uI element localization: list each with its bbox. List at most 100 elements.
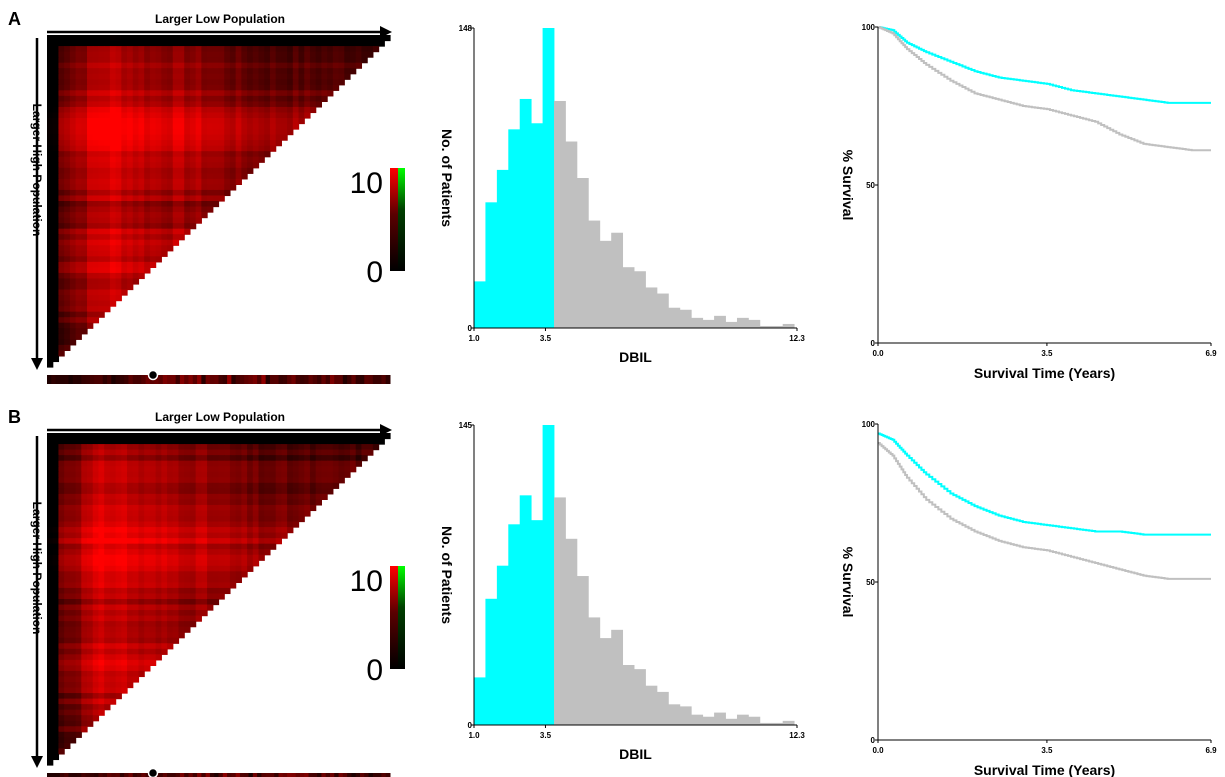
heatmap-cell xyxy=(69,637,77,644)
heatmap-cell xyxy=(189,604,197,611)
heatmap-cell xyxy=(172,504,180,512)
heatmap-cell xyxy=(92,532,100,539)
heatmap-cell xyxy=(281,493,288,500)
heatmap-cell xyxy=(264,123,271,130)
heatmap-cell xyxy=(64,278,71,285)
heatmap-cell xyxy=(52,134,60,141)
heatmap-cell xyxy=(121,604,128,611)
heatmap-cell xyxy=(258,433,265,440)
heatmap-cell xyxy=(332,79,340,86)
heatmap-cell xyxy=(115,543,122,550)
heatmap-cell xyxy=(229,68,237,75)
heatmap-cell xyxy=(212,493,220,500)
heatmap-cell xyxy=(172,449,180,456)
heatmap-cell xyxy=(64,134,71,141)
heatmap-cell xyxy=(189,593,197,600)
heatmap-cell xyxy=(52,217,60,224)
heatmap-cell xyxy=(229,460,237,467)
heatmap-cell xyxy=(229,129,237,136)
heatmap-cell xyxy=(52,521,60,528)
heatmap-cell xyxy=(69,527,77,534)
heatmap-cell xyxy=(87,189,94,197)
heatmap-cell xyxy=(58,493,65,500)
heatmap-cell xyxy=(98,610,105,617)
heatmap-cell xyxy=(178,626,185,633)
heatmap-cell xyxy=(127,118,134,125)
heatmap-cell xyxy=(189,521,197,528)
heatmap-cell xyxy=(115,527,122,534)
heatmap-cell xyxy=(58,737,65,744)
heatmap-cell xyxy=(207,156,214,163)
heatmap-cell xyxy=(264,95,271,102)
heatmap-cell xyxy=(298,460,305,467)
heatmap-cell xyxy=(201,101,208,108)
heatmap-cell xyxy=(212,477,220,484)
heatmap-cell xyxy=(64,162,71,169)
heatmap-cell xyxy=(75,532,82,539)
heatmap-cell xyxy=(92,234,100,241)
heatmap-cell xyxy=(184,433,191,440)
heatmap-cell xyxy=(81,206,88,213)
heatmap-cell xyxy=(235,433,242,440)
heatmap-cell xyxy=(149,228,157,235)
heatmap-cell xyxy=(167,134,174,141)
heatmap-cell xyxy=(64,637,71,644)
heatmap-cell xyxy=(184,521,191,528)
heatmap-cell xyxy=(184,477,191,484)
heatmap-cell xyxy=(127,438,134,445)
heatmap-cell xyxy=(355,51,363,58)
heatmap-cell xyxy=(344,471,351,478)
heatmap-cell xyxy=(189,212,197,219)
heatmap-cell xyxy=(132,51,140,58)
heatmap-cell xyxy=(247,68,254,75)
heatmap-cell xyxy=(184,626,191,633)
heatmap-cell xyxy=(47,129,54,136)
heatmap-cell xyxy=(52,339,60,346)
heatmap-cell xyxy=(127,460,134,467)
heatmap-cell xyxy=(104,632,111,639)
heatmap-cell xyxy=(127,184,134,191)
heatmap-cell xyxy=(69,615,77,622)
heatmap-cell xyxy=(87,482,94,489)
heatmap-cell xyxy=(115,156,122,163)
heatmap-cell xyxy=(235,151,242,158)
heatmap-cell xyxy=(92,217,100,224)
heatmap-cell xyxy=(247,101,254,108)
heatmap-cell xyxy=(127,261,134,268)
histogram-bar xyxy=(771,325,784,328)
heatmap-cell xyxy=(361,444,368,451)
heatmap-cell xyxy=(161,477,168,484)
heatmap-cell xyxy=(47,753,54,761)
histogram-bar xyxy=(656,293,669,328)
heatmap-cell xyxy=(138,184,145,191)
heatmap-cell xyxy=(144,195,151,202)
heatmap-cell xyxy=(224,510,231,517)
heatmap-cell xyxy=(47,737,54,744)
heatmap-cell xyxy=(229,62,237,69)
heatmap-cell xyxy=(201,549,208,556)
heatmap-cell xyxy=(258,521,265,528)
heatmap-cell xyxy=(292,516,300,523)
heatmap-cell xyxy=(144,84,151,91)
heatmap-cell xyxy=(47,748,54,755)
heatmap-cell xyxy=(332,466,340,473)
heatmap-cell xyxy=(121,438,128,445)
heatmap-cell xyxy=(201,178,208,185)
heatmap-cell xyxy=(212,543,220,550)
heatmap-cell xyxy=(229,84,237,91)
heatmap-cell xyxy=(52,610,60,617)
heatmap-cell xyxy=(64,444,71,451)
heatmap-cell xyxy=(52,510,60,517)
heatmap-cell xyxy=(127,565,134,572)
heatmap-cell xyxy=(47,118,54,125)
heatmap-cell xyxy=(149,626,157,633)
heatmap-cell xyxy=(98,438,105,445)
heatmap-cell xyxy=(172,51,180,58)
heatmap-cell xyxy=(252,438,260,445)
heatmap-cell xyxy=(315,51,322,58)
heatmap-strip-cell xyxy=(124,773,129,777)
heatmap-cell xyxy=(252,488,260,495)
heatmap-cell xyxy=(92,295,100,302)
heatmap-cell xyxy=(189,140,197,147)
heatmap-cell xyxy=(92,521,100,528)
